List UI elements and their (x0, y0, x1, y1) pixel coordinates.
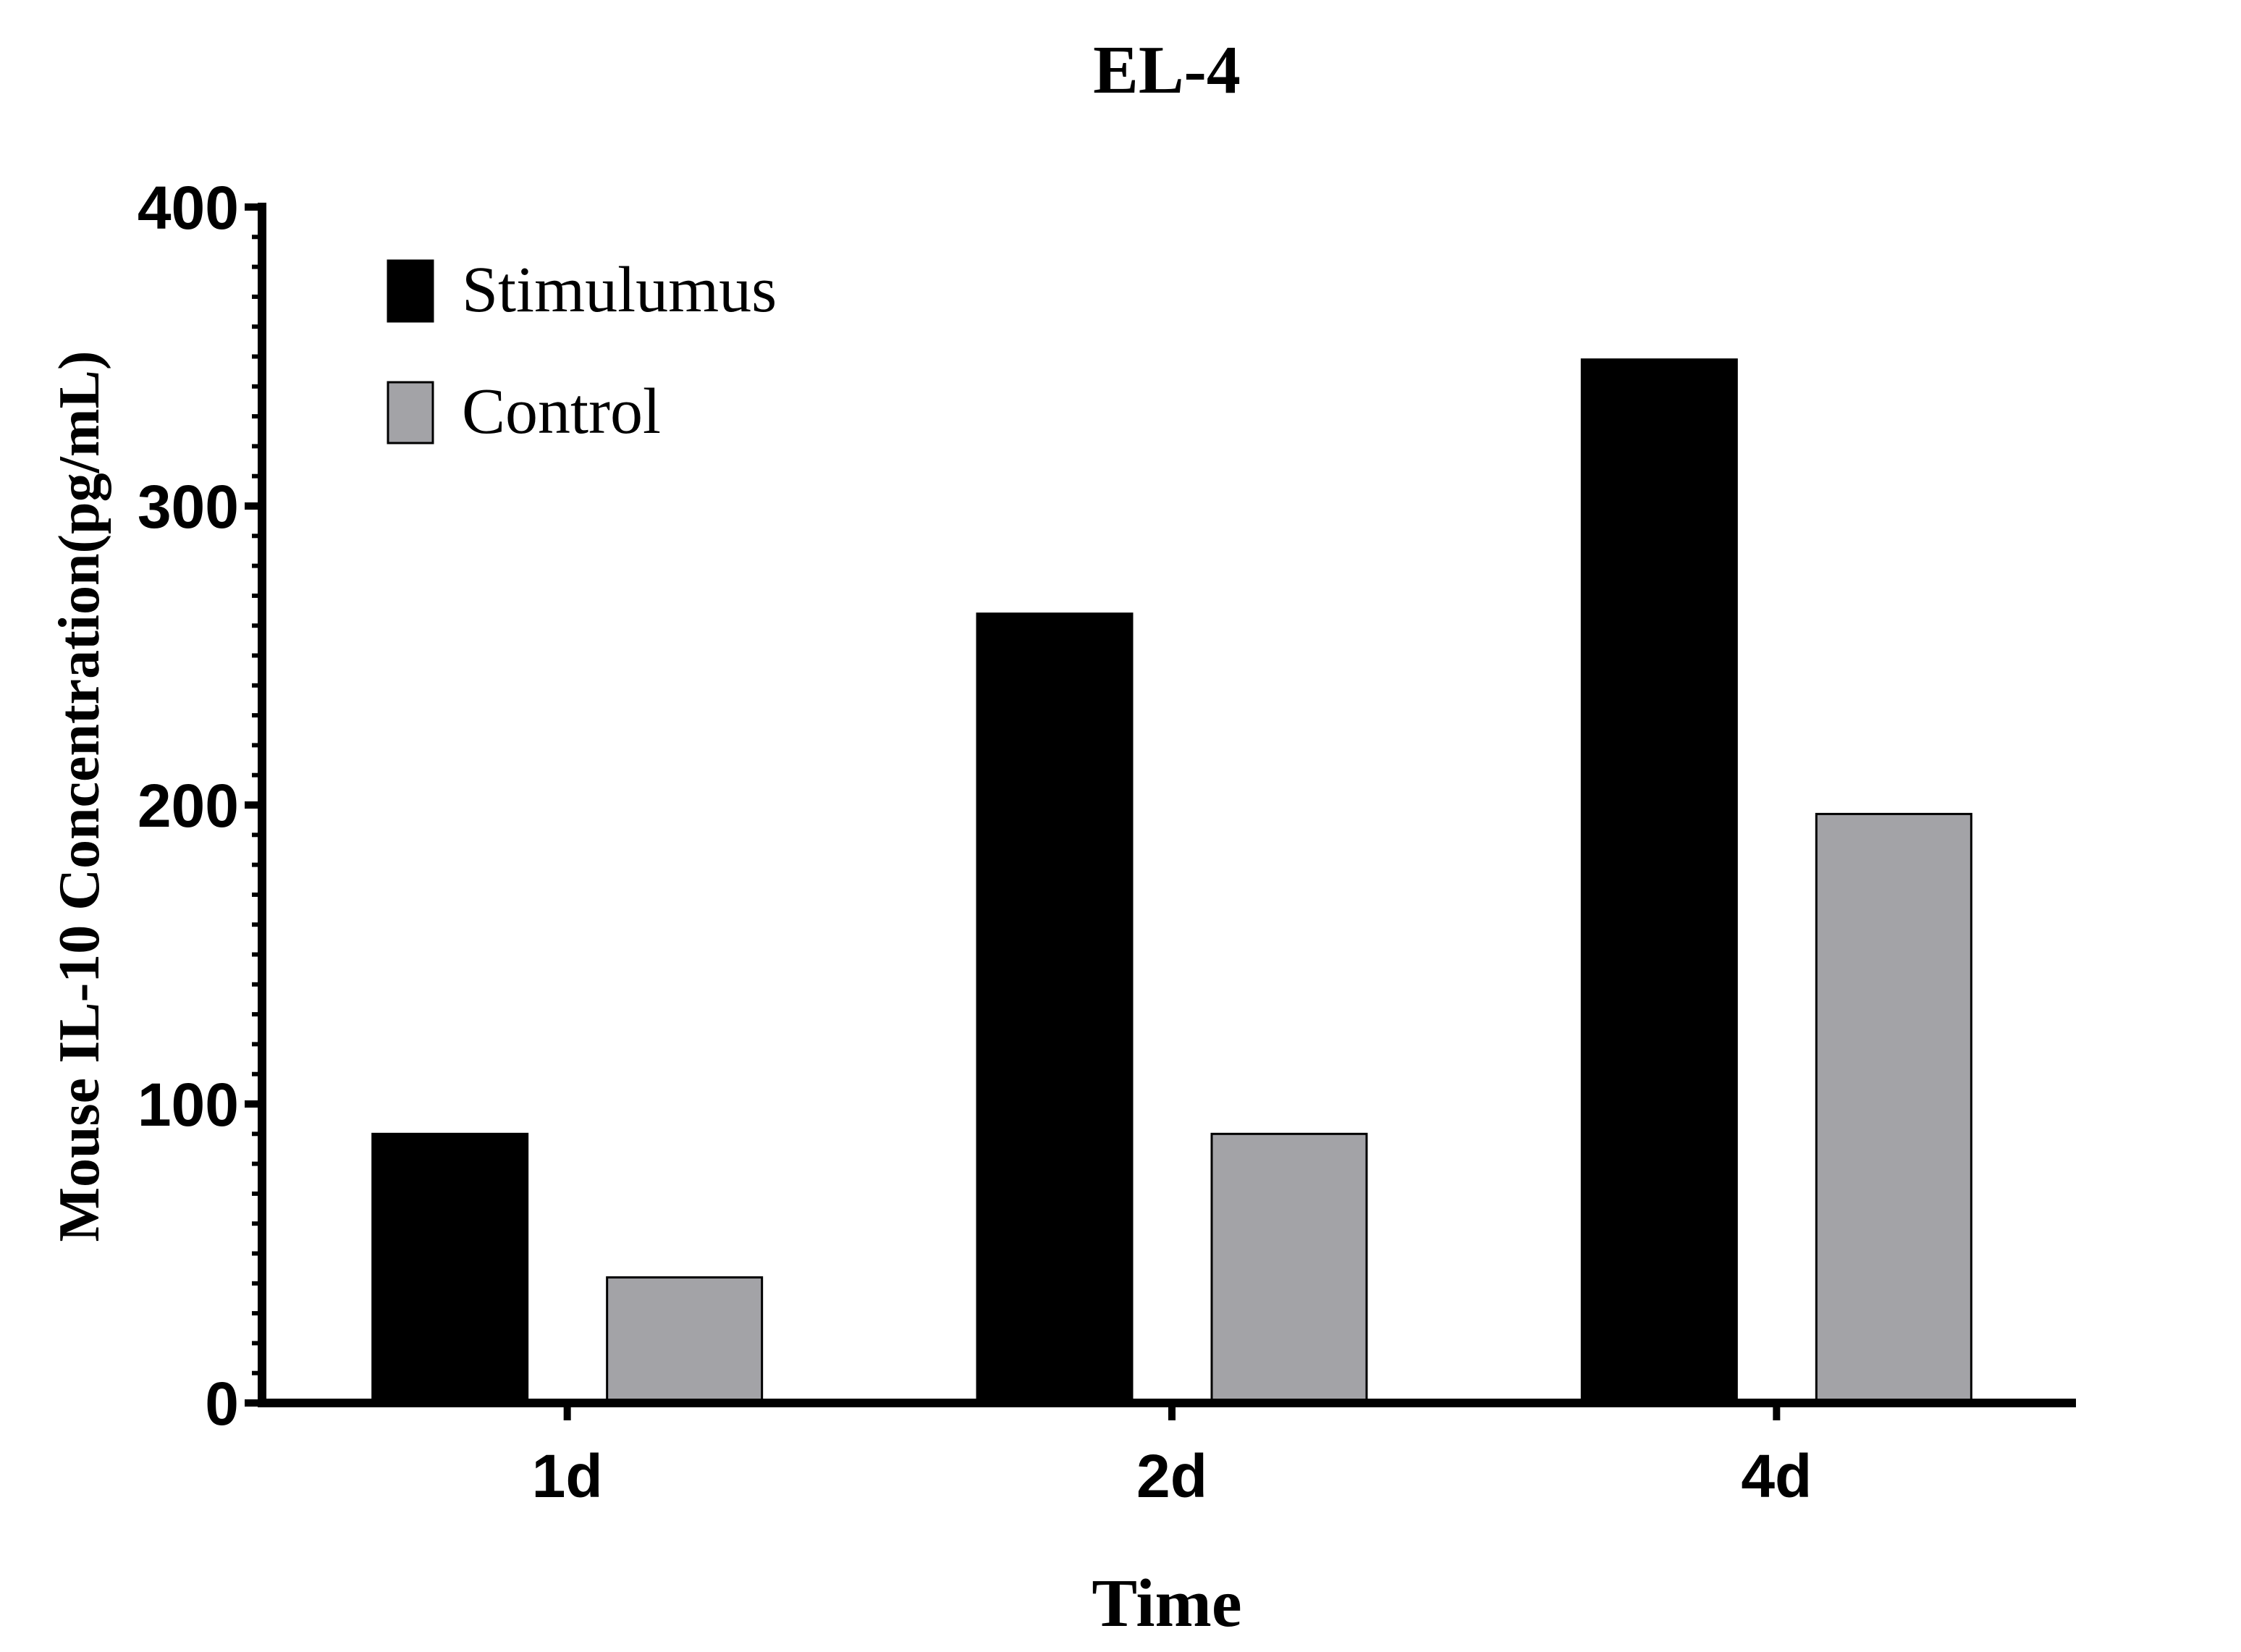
bar-stimulumus-1d (371, 1132, 529, 1404)
y-tick-label: 200 (138, 772, 239, 840)
legend-swatch (387, 381, 434, 444)
y-axis-tick-labels: 0 100 200 300 400 (138, 174, 239, 1438)
legend: Stimulumus Control (387, 254, 777, 447)
chart-title: EL-4 (1093, 33, 1241, 108)
bars (371, 358, 1972, 1404)
bar-control-2d (1210, 1132, 1368, 1404)
y-tick-label: 0 (205, 1370, 239, 1438)
bar-stimulumus-4d (1580, 358, 1738, 1404)
legend-swatch (387, 259, 434, 323)
legend-label: Control (462, 376, 661, 447)
bar-control-1d (606, 1276, 764, 1404)
x-tick-label: 2d (1136, 1442, 1207, 1510)
x-axis-label: Time (1092, 1566, 1241, 1641)
y-axis-label: Mouse IL-10 Concentration(pg/mL) (48, 350, 111, 1242)
y-tick-label: 400 (138, 174, 239, 242)
y-tick-label: 100 (138, 1071, 239, 1139)
x-tick-label: 4d (1741, 1442, 1812, 1510)
bar-stimulumus-2d (976, 612, 1134, 1404)
legend-label: Stimulumus (462, 254, 777, 326)
x-tick-label: 1d (532, 1442, 603, 1510)
bar-control-4d (1815, 812, 1972, 1404)
y-tick-label: 300 (138, 473, 239, 541)
x-axis-tick-labels: 1d 2d 4d (532, 1442, 1812, 1510)
